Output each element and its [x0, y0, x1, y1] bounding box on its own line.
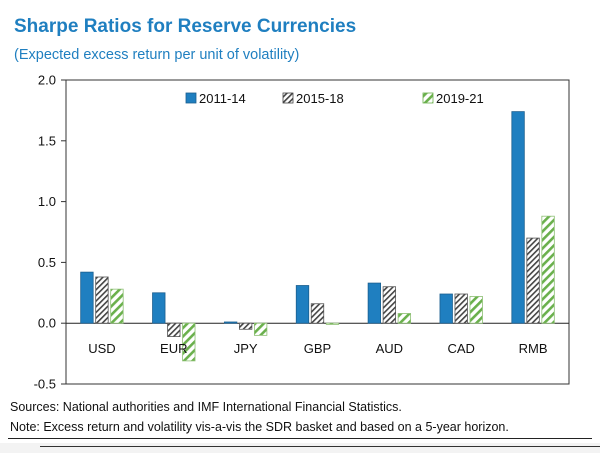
y-tick-label: 0.0	[38, 316, 56, 331]
bar-2019-21	[541, 215, 555, 324]
bar-2019-21	[397, 313, 412, 324]
legend: 2011-14 2015-18 2019-21	[185, 91, 484, 106]
bar-2019-21	[325, 322, 340, 325]
y-tick-label: -0.5	[34, 377, 56, 392]
y-tick-label: 2.0	[38, 73, 56, 88]
y-tick-label: 0.5	[38, 255, 56, 270]
bar-2011-14	[439, 293, 453, 324]
bar-2015-18	[310, 303, 325, 324]
legend-label: 2015-18	[296, 91, 344, 106]
bars	[80, 111, 555, 362]
axes	[61, 79, 570, 385]
legend-swatch	[185, 92, 197, 104]
y-tick-label: 1.5	[38, 133, 56, 148]
bar-2011-14	[367, 282, 382, 324]
y-tick-label: 1.0	[38, 194, 56, 209]
x-category-label: CAD	[447, 341, 474, 356]
x-category-label: JPY	[234, 341, 258, 356]
chart-title: Sharpe Ratios for Reserve Currencies	[14, 16, 357, 37]
plot-frame	[65, 79, 570, 385]
chart-subtitle: (Expected excess return per unit of vola…	[14, 47, 300, 63]
x-category-label: EUR	[160, 341, 187, 356]
bar-2015-18	[526, 237, 540, 324]
bar-2011-14	[80, 271, 94, 324]
bar-2019-21	[253, 322, 268, 336]
bar-2019-21	[110, 288, 124, 324]
bar-2015-18	[167, 322, 181, 337]
bar-2011-14	[511, 111, 525, 324]
page-divider	[40, 446, 600, 447]
bar-2011-14	[223, 321, 238, 324]
methodology-note: Note: Excess return and volatility vis-a…	[10, 420, 509, 434]
x-category-label: AUD	[376, 341, 403, 356]
legend-label: 2011-14	[199, 91, 246, 106]
bar-2015-18	[454, 293, 468, 324]
bar-2011-14	[152, 292, 166, 324]
bar-2019-21	[182, 322, 196, 362]
bar-2015-18	[238, 322, 253, 330]
bar-2015-18	[382, 286, 397, 324]
x-category-label: RMB	[519, 341, 548, 356]
x-category-label: GBP	[304, 341, 331, 356]
bar-2011-14	[295, 285, 310, 324]
footer-divider	[8, 438, 592, 439]
page-gap	[0, 443, 600, 453]
bar-2019-21	[469, 296, 483, 324]
bar-2015-18	[95, 276, 109, 324]
legend-swatch	[422, 92, 434, 104]
sources-note: Sources: National authorities and IMF In…	[10, 400, 402, 414]
legend-label: 2019-21	[436, 91, 484, 106]
legend-swatch	[282, 92, 294, 104]
x-category-label: USD	[88, 341, 115, 356]
axis-labels: -0.5 0.0 0.5 1.0 1.5 2.0 USD EUR JPY GBP AUD CAD RMB	[34, 73, 548, 392]
bar-chart: -0.5 0.0 0.5 1.0 1.5 2.0 USD EUR JPY GBP AUD CAD RMB…	[34, 73, 570, 392]
